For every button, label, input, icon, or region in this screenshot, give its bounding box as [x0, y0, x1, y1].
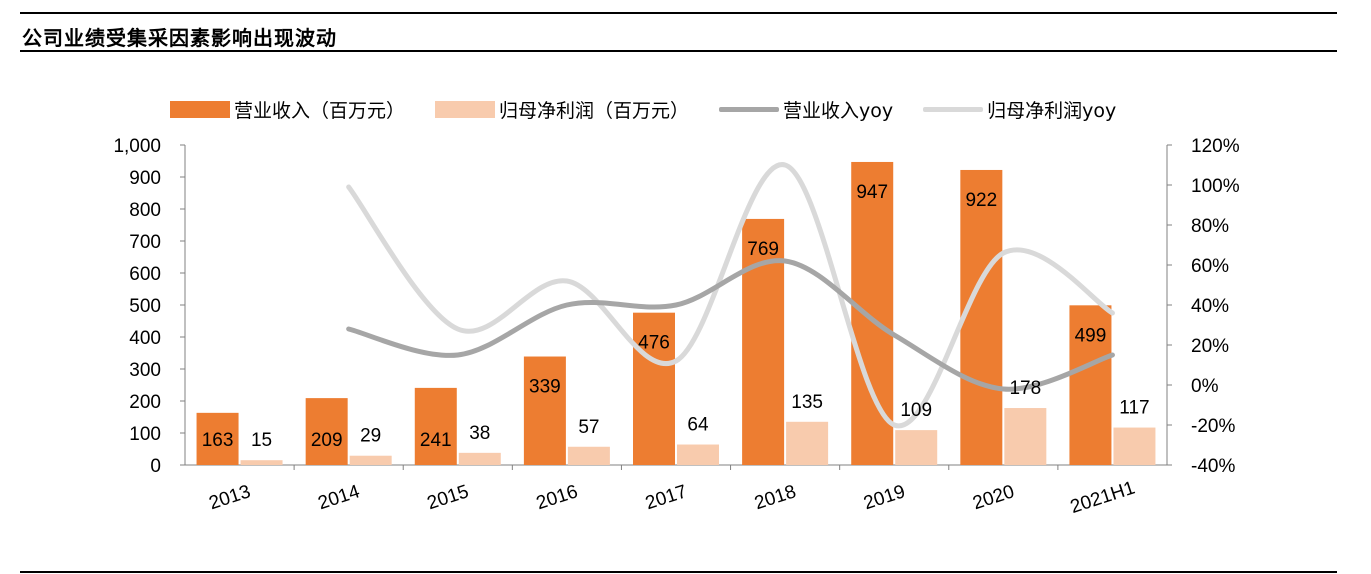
- revenue-bar: [633, 312, 675, 465]
- revenue-data-label: 163: [202, 430, 234, 451]
- left-tick-label: 100: [129, 424, 161, 445]
- x-tick-label: 2014: [316, 481, 363, 514]
- profit-data-label: 15: [251, 430, 272, 451]
- x-tick-label: 2019: [861, 481, 908, 514]
- revenue-bar: [414, 387, 457, 465]
- revenue-data-label: 947: [856, 182, 888, 203]
- legend-profit-yoy: 归母净利润yoy: [923, 96, 1116, 123]
- left-tick-label: 600: [129, 264, 161, 285]
- left-tick-label: 0: [150, 456, 161, 477]
- x-tick-label: 2015: [425, 481, 472, 514]
- legend-profit-yoy-swatch: [923, 106, 984, 112]
- legend-revenue-yoy: 营业收入yoy: [719, 96, 893, 123]
- legend-profit-label: 归母净利润（百万元）: [499, 99, 690, 122]
- revenue-data-label: 339: [529, 377, 561, 398]
- profit-bar: [240, 460, 283, 465]
- revenue-bar: [196, 412, 239, 465]
- left-tick-label: 400: [129, 328, 161, 349]
- right-tick-label: 40%: [1191, 296, 1229, 317]
- legend-profit-yoy-label: 归母净利润yoy: [987, 99, 1117, 122]
- left-tick-label: 500: [129, 296, 161, 317]
- right-tick-label: 100%: [1191, 176, 1240, 197]
- revenue-data-label: 476: [638, 333, 670, 354]
- legend-profit: 归母净利润（百万元）: [435, 96, 689, 123]
- revenue-data-label: 922: [965, 190, 997, 211]
- left-tick-label: 300: [129, 360, 161, 381]
- chart-legend: 营业收入（百万元） 归母净利润（百万元） 营业收入yoy 归母净利润yoy: [170, 95, 1146, 123]
- left-tick-label: 1,000: [113, 136, 161, 157]
- profit-data-label: 64: [687, 415, 709, 436]
- profit-data-label: 38: [469, 423, 490, 444]
- left-tick-label: 900: [129, 168, 161, 189]
- title-underline: [20, 50, 1337, 52]
- x-tick-label: 2021H1: [1068, 477, 1138, 518]
- revenue-data-label: 499: [1075, 325, 1107, 346]
- right-tick-label: 80%: [1191, 216, 1229, 237]
- profit-data-label: 135: [791, 392, 823, 413]
- legend-revenue: 营业收入（百万元）: [170, 96, 405, 123]
- profit-bar: [786, 421, 829, 465]
- revenue-bar: [523, 356, 566, 465]
- revenue-bar: [1069, 305, 1112, 465]
- revenue-data-label: 209: [311, 430, 343, 451]
- right-tick-label: -40%: [1191, 456, 1235, 477]
- legend-revenue-yoy-label: 营业收入yoy: [783, 99, 894, 122]
- revenue-bar: [305, 398, 348, 465]
- profit-bar: [349, 455, 392, 465]
- top-rule: [20, 12, 1337, 14]
- revenue-bar: [960, 169, 1003, 465]
- revenue-data-label: 769: [747, 239, 779, 260]
- revenue-yoy-line: [346, 258, 1115, 392]
- profit-data-label: 109: [900, 400, 932, 421]
- right-tick-label: 20%: [1191, 336, 1229, 357]
- profit-bar: [895, 430, 938, 465]
- bottom-rule: [20, 571, 1337, 573]
- legend-revenue-swatch: [170, 100, 230, 118]
- profit-data-label: 178: [1009, 378, 1041, 399]
- revenue-data-label: 241: [420, 430, 452, 451]
- profit-bar: [458, 452, 501, 465]
- profit-yoy-line: [346, 162, 1115, 429]
- x-tick-label: 2020: [970, 481, 1017, 514]
- x-tick-label: 2013: [207, 481, 254, 514]
- x-tick-label: 2017: [643, 481, 690, 514]
- legend-revenue-yoy-swatch: [719, 106, 780, 112]
- legend-profit-swatch: [435, 100, 496, 118]
- profit-bar: [1113, 427, 1156, 465]
- profit-bar: [567, 446, 610, 465]
- x-tick-label: 2016: [534, 481, 581, 514]
- right-tick-label: -20%: [1191, 416, 1235, 437]
- left-tick-label: 700: [129, 232, 161, 253]
- profit-data-label: 57: [578, 417, 599, 438]
- x-tick-label: 2018: [752, 481, 799, 514]
- right-tick-label: 120%: [1191, 136, 1240, 157]
- page-title: 公司业绩受集采因素影响出现波动: [22, 26, 337, 50]
- profit-data-label: 29: [360, 426, 381, 447]
- left-tick-label: 800: [129, 200, 161, 221]
- profit-bar: [1004, 408, 1047, 465]
- profit-data-label: 117: [1119, 398, 1149, 419]
- left-tick-label: 200: [129, 392, 161, 413]
- right-tick-label: 0%: [1191, 376, 1219, 397]
- right-tick-label: 60%: [1191, 256, 1229, 277]
- legend-revenue-label: 营业收入（百万元）: [234, 99, 406, 122]
- profit-bar: [677, 444, 719, 465]
